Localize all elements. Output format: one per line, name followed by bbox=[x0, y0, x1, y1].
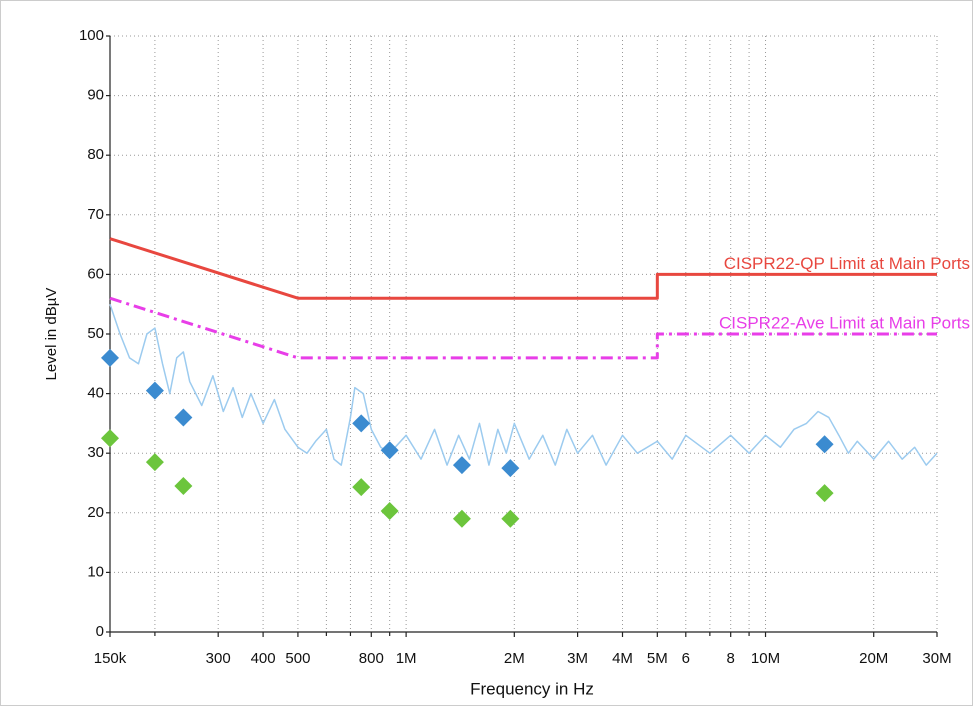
x-tick-label: 500 bbox=[285, 650, 310, 667]
diamond-marker bbox=[174, 408, 193, 427]
y-tick-label: 0 bbox=[96, 623, 104, 640]
diamond-marker bbox=[352, 414, 371, 433]
diamond-marker bbox=[352, 478, 371, 497]
y-tick-label: 50 bbox=[87, 325, 104, 342]
y-tick-label: 90 bbox=[87, 87, 104, 104]
series-label: CISPR22-QP Limit at Main Ports bbox=[724, 254, 970, 273]
diamond-marker bbox=[380, 441, 399, 460]
diamond-marker bbox=[815, 435, 834, 454]
x-tick-label: 2M bbox=[504, 650, 525, 667]
x-tick-label: 10M bbox=[751, 650, 780, 667]
diamond-marker bbox=[380, 502, 399, 521]
y-tick-label: 30 bbox=[87, 444, 104, 461]
diamond-marker bbox=[501, 509, 520, 528]
y-axis-title: Level in dBµV bbox=[43, 288, 60, 381]
diamond-marker bbox=[452, 509, 471, 528]
diamond-marker bbox=[145, 381, 164, 400]
x-tick-label: 800 bbox=[359, 650, 384, 667]
diamond-marker bbox=[501, 459, 520, 478]
x-tick-label: 8 bbox=[727, 650, 735, 667]
series-label: CISPR22-Ave Limit at Main Ports bbox=[719, 313, 970, 332]
x-tick-label: 1M bbox=[396, 650, 417, 667]
x-tick-label: 300 bbox=[206, 650, 231, 667]
y-tick-label: 40 bbox=[87, 385, 104, 402]
x-tick-label: 4M bbox=[612, 650, 633, 667]
x-axis-title: Frequency in Hz bbox=[470, 679, 594, 698]
diamond-marker bbox=[815, 484, 834, 503]
y-tick-label: 20 bbox=[87, 504, 104, 521]
x-tick-label: 150k bbox=[94, 650, 127, 667]
diamond-marker bbox=[101, 348, 119, 367]
line bbox=[109, 296, 937, 360]
x-tick-label: 20M bbox=[859, 650, 888, 667]
y-tick-label: 60 bbox=[87, 265, 104, 282]
diamond-marker bbox=[452, 456, 471, 475]
x-tick-label: 400 bbox=[251, 650, 276, 667]
y-tick-label: 100 bbox=[79, 27, 104, 44]
line bbox=[109, 303, 938, 466]
diamond-marker bbox=[145, 453, 164, 472]
x-tick-label: 3M bbox=[567, 650, 588, 667]
y-tick-label: 10 bbox=[87, 563, 104, 580]
line bbox=[109, 237, 937, 300]
x-tick-label: 30M bbox=[922, 650, 951, 667]
diamond-marker bbox=[174, 476, 193, 495]
x-tick-label: 5M bbox=[647, 650, 668, 667]
y-tick-label: 70 bbox=[87, 206, 104, 223]
x-tick-label: 6 bbox=[682, 650, 690, 667]
diamond-marker bbox=[101, 429, 119, 448]
y-tick-label: 80 bbox=[87, 146, 104, 163]
